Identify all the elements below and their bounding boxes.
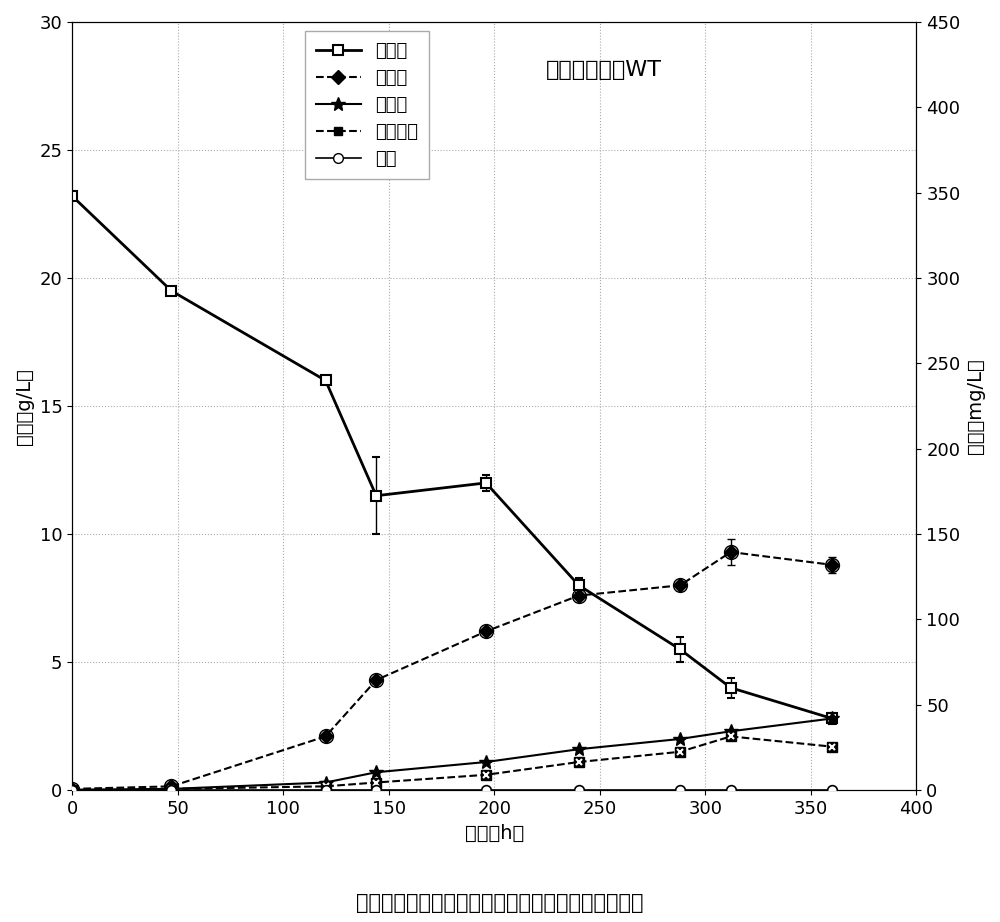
Legend: 葡萄糖, 丙酸盐, 乙酸盐, 琥珀酸盐, 丙醇: 葡萄糖, 丙酸盐, 乙酸盐, 琥珀酸盐, 丙醇 (305, 31, 429, 179)
Text: 在葡萄糖上的WT: 在葡萄糖上的WT (546, 61, 662, 80)
Y-axis label: 丙醇（mg/L）: 丙醇（mg/L） (966, 359, 985, 454)
X-axis label: 时间（h）: 时间（h） (465, 823, 524, 843)
丙醇 (573, 785, 585, 796)
丙醇 (165, 785, 177, 796)
丙醇 (480, 785, 492, 796)
丙醇 (674, 785, 686, 796)
Y-axis label: 浓度（g/L）: 浓度（g/L） (15, 368, 34, 444)
丙醇 (725, 785, 737, 796)
丙醇 (826, 785, 838, 796)
丙醇 (66, 785, 78, 796)
Text: 通过费氏丙酸杆菌野生型的葡萄糖分批发酵的动力学: 通过费氏丙酸杆菌野生型的葡萄糖分批发酵的动力学 (356, 892, 644, 913)
丙醇 (320, 785, 332, 796)
丙醇 (370, 785, 382, 796)
Line: 丙醇: 丙醇 (67, 786, 837, 795)
